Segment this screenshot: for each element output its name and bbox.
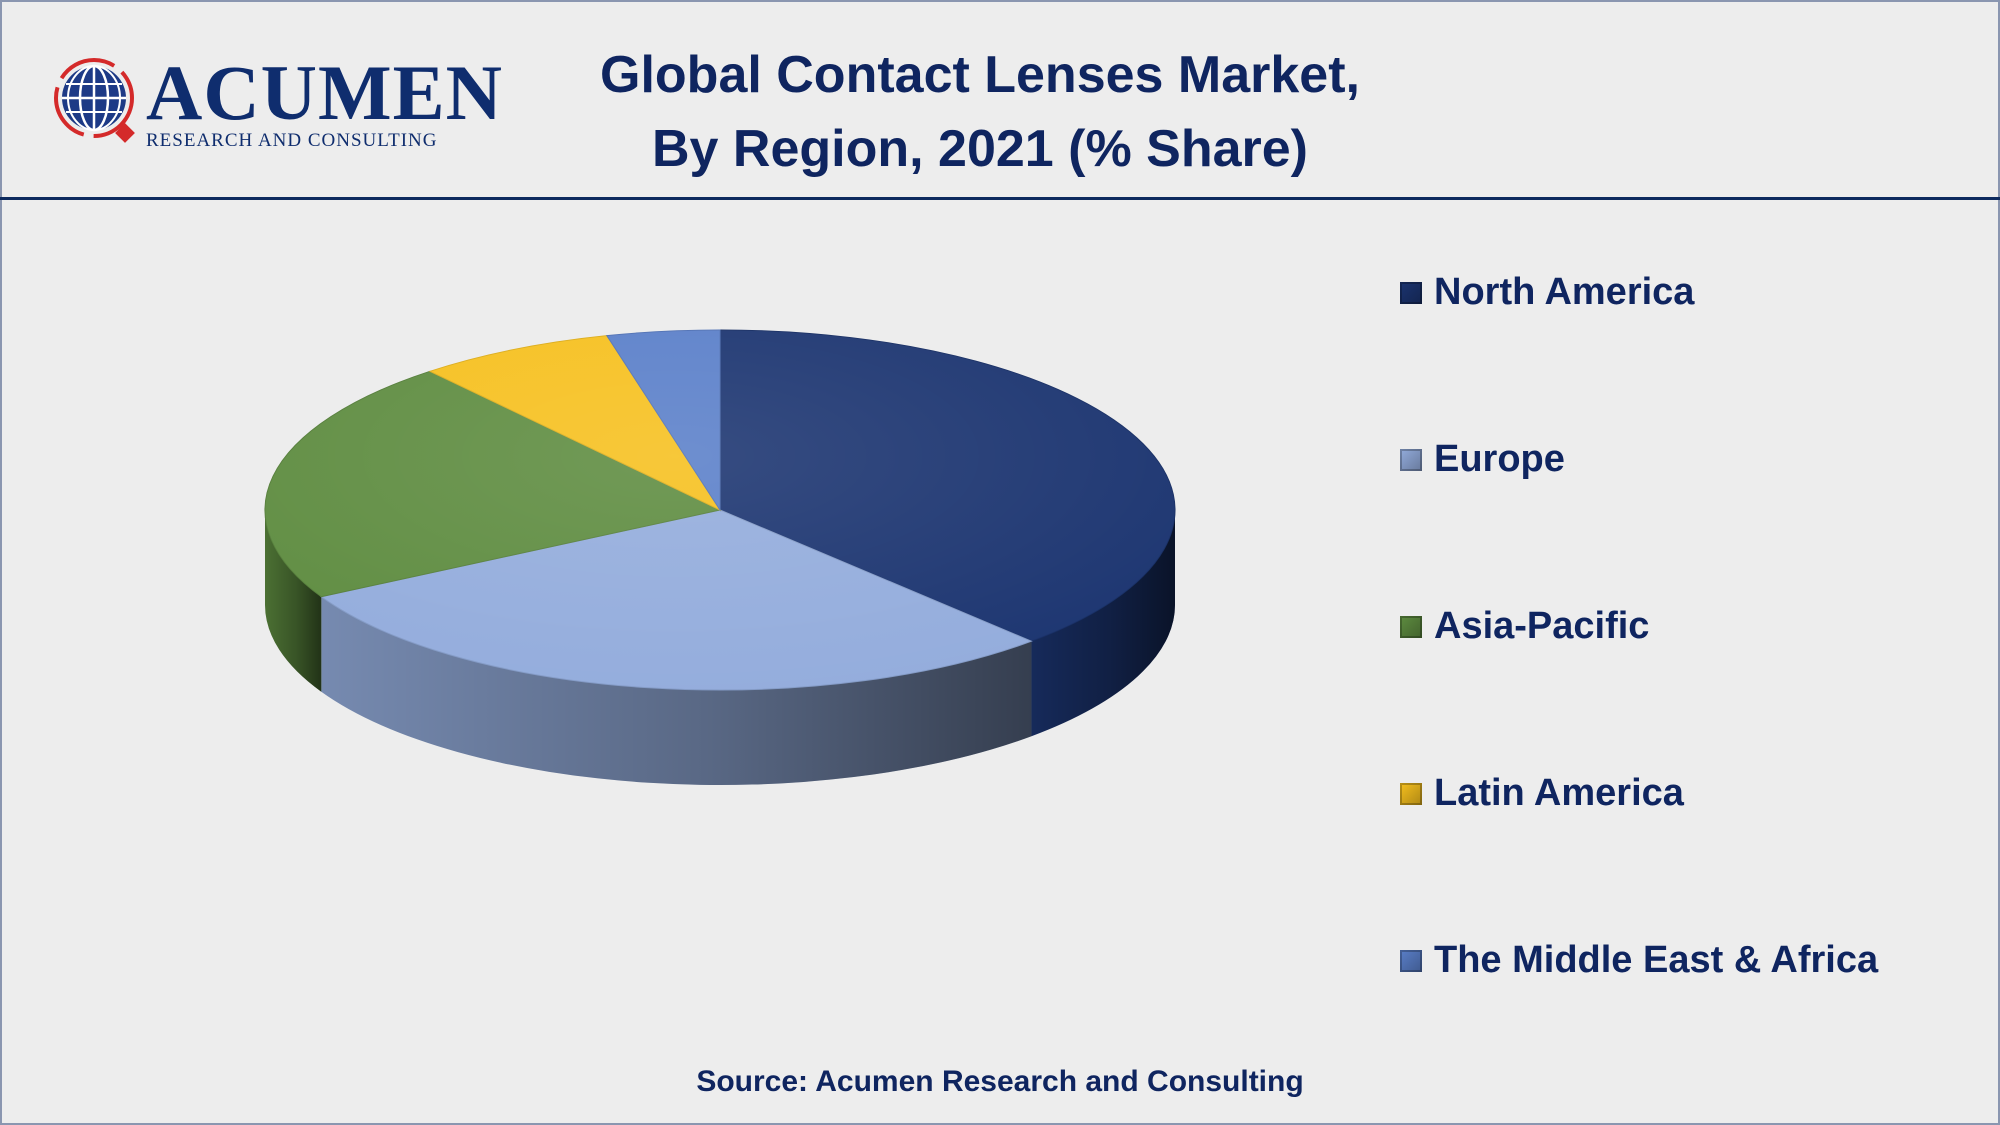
legend-label: North America	[1434, 271, 1695, 313]
legend-swatch	[1400, 950, 1422, 972]
header-divider	[0, 197, 2000, 200]
chart-title: Global Contact Lenses Market, By Region,…	[470, 38, 1490, 186]
pie-sides	[265, 510, 1175, 785]
pie-side-shading	[1031, 510, 1175, 737]
legend-label: Europe	[1434, 438, 1565, 480]
legend-swatch	[1400, 449, 1422, 471]
pie-side-shading	[265, 510, 322, 692]
legend-label: Latin America	[1434, 772, 1684, 814]
chart-title-line-1: Global Contact Lenses Market,	[600, 46, 1360, 104]
legend-swatch	[1400, 282, 1422, 304]
globe-logo-icon	[54, 58, 135, 143]
legend-swatch	[1400, 616, 1422, 638]
legend-item-europe: Europe	[1400, 435, 1980, 602]
legend-item-middle-east-africa: The Middle East & Africa	[1400, 936, 1980, 1103]
legend: North America Europe Asia-Pacific Latin …	[1400, 268, 1980, 1103]
legend-item-north-america: North America	[1400, 268, 1980, 435]
pie-chart	[264, 329, 1176, 785]
logo-tagline: RESEARCH AND CONSULTING	[146, 130, 438, 151]
acumen-logo: ACUMEN RESEARCH AND CONSULTING	[48, 48, 502, 158]
pie-gloss	[265, 330, 1175, 690]
pie-tops	[264, 329, 1176, 691]
header: ACUMEN RESEARCH AND CONSULTING Global Co…	[0, 0, 2000, 200]
legend-item-latin-america: Latin America	[1400, 769, 1980, 936]
legend-label: Asia-Pacific	[1434, 605, 1650, 647]
source-note: Source: Acumen Research and Consulting	[696, 1065, 1304, 1098]
pie-side-shading	[321, 596, 1032, 785]
chart-title-line-2: By Region, 2021 (% Share)	[652, 120, 1308, 178]
legend-item-asia-pacific: Asia-Pacific	[1400, 602, 1980, 769]
legend-label: The Middle East & Africa	[1434, 939, 1879, 981]
logo-wordmark: ACUMEN	[146, 49, 503, 136]
legend-swatch	[1400, 783, 1422, 805]
